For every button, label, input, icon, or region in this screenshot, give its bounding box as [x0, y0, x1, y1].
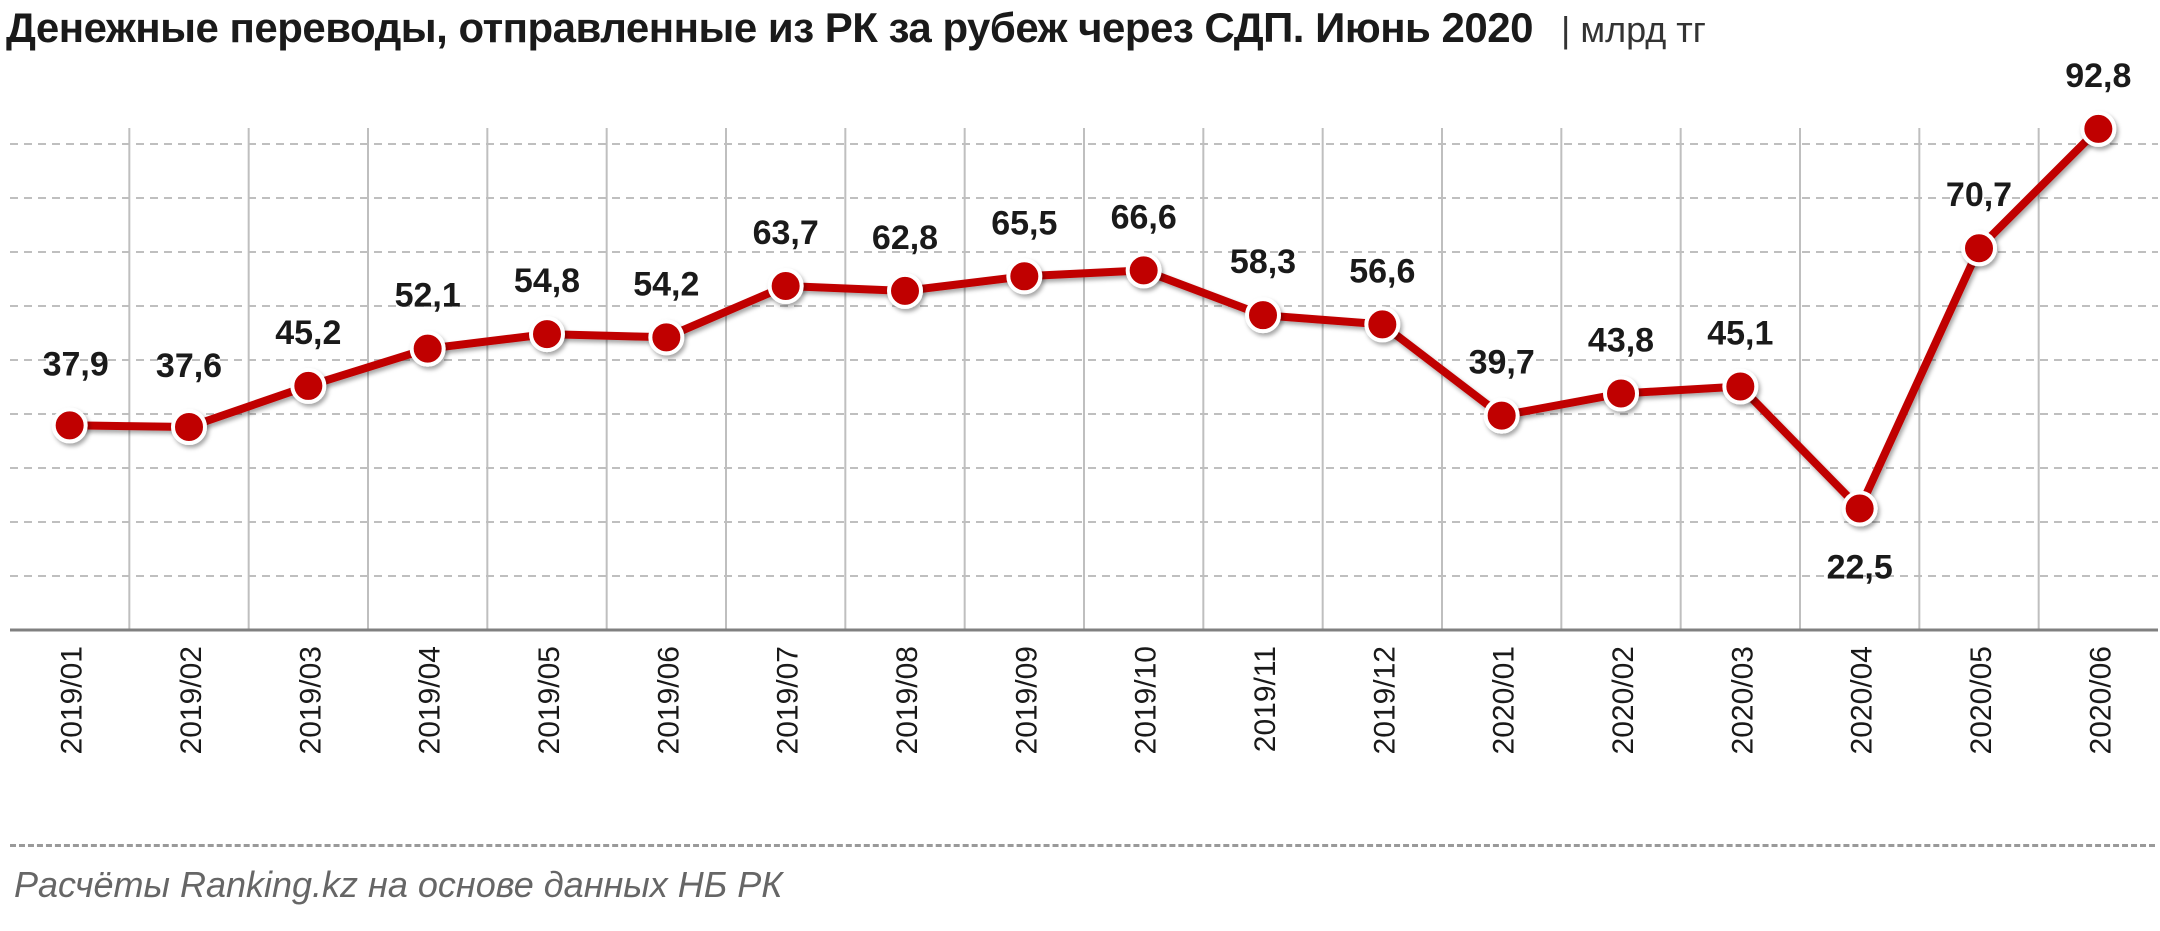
data-label: 37,6: [156, 347, 222, 385]
data-label: 37,9: [43, 345, 109, 383]
unit-label: | млрд тг: [1560, 9, 1706, 50]
source-divider: [10, 844, 2155, 847]
x-tick-label: 2019/03: [294, 646, 327, 754]
source-note: Расчёты Ranking.kz на основе данных НБ Р…: [14, 864, 783, 905]
x-tick-label: 2019/02: [175, 646, 208, 754]
x-tick-label: 2019/01: [56, 646, 89, 754]
x-tick-label: 2019/12: [1368, 646, 1401, 754]
data-point: [887, 272, 923, 309]
x-tick-label: 2020/05: [1965, 646, 1998, 754]
x-tick-label: 2019/10: [1130, 646, 1163, 754]
x-tick-label: 2019/11: [1249, 646, 1282, 752]
data-point: [648, 319, 685, 356]
data-point: [1483, 397, 1520, 434]
x-tick-label: 2019/04: [414, 646, 447, 754]
data-label: 70,7: [1946, 176, 2012, 214]
x-tick-label: 2020/02: [1607, 646, 1640, 754]
x-tick-label: 2019/09: [1010, 646, 1043, 754]
data-label: 54,8: [514, 262, 580, 300]
data-point: [1603, 375, 1639, 412]
data-label: 22,5: [1827, 549, 1893, 587]
x-tick-label: 2020/03: [1726, 646, 1759, 754]
data-point: [767, 268, 804, 305]
data-label: 45,1: [1707, 314, 1773, 352]
x-tick-label: 2019/06: [652, 646, 685, 754]
x-tick-label: 2019/07: [772, 646, 805, 754]
data-label: 52,1: [395, 277, 461, 315]
data-label: 66,6: [1111, 198, 1177, 236]
data-label: 45,2: [275, 314, 341, 352]
data-label: 54,2: [633, 265, 699, 303]
x-tick-label: 2020/06: [2084, 646, 2117, 754]
data-label: 92,8: [2065, 57, 2131, 95]
data-point: [51, 407, 88, 444]
chart-title-text: Денежные переводы, отправленные из РК за…: [6, 4, 1533, 51]
data-point: [529, 316, 565, 353]
data-point: [1722, 368, 1759, 405]
data-point: [409, 330, 446, 367]
data-label: 43,8: [1588, 321, 1654, 359]
data-label: 56,6: [1349, 252, 1415, 290]
x-tick-label: 2020/01: [1488, 646, 1521, 754]
series-line: [69, 126, 2102, 513]
data-point: [1841, 490, 1878, 527]
data-label: 39,7: [1469, 344, 1535, 382]
data-label: 58,3: [1230, 243, 1296, 281]
data-label: 63,7: [753, 214, 819, 252]
data-point: [2080, 110, 2117, 147]
data-point: [1125, 252, 1162, 289]
data-label: 65,5: [991, 204, 1057, 242]
x-tick-label: 2019/08: [891, 646, 924, 754]
data-label: 62,8: [872, 219, 938, 257]
data-point: [290, 367, 327, 404]
x-tick-label: 2019/05: [533, 646, 566, 754]
data-point: [1006, 258, 1043, 295]
data-point: [171, 408, 207, 445]
data-point: [1961, 230, 1997, 267]
line-chart: 37,9 37,6 45,2 52,1 54,8 54,2 63,7 62,8 65,5 66,6…: [10, 57, 2158, 754]
x-tick-label: 2020/04: [1846, 646, 1879, 754]
data-point: [1364, 306, 1401, 343]
chart-title: Денежные переводы, отправленные из РК за…: [6, 4, 1706, 52]
data-point: [1245, 297, 1281, 334]
